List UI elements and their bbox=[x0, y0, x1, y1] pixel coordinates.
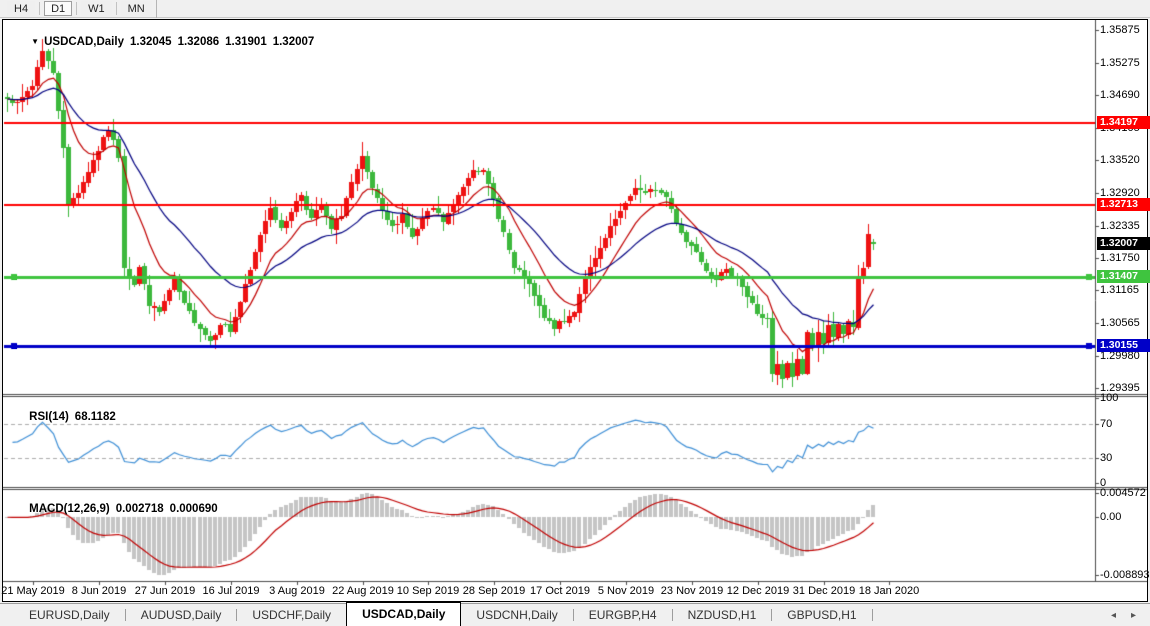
toolbar-divider bbox=[39, 2, 41, 15]
tab-divider bbox=[671, 609, 673, 621]
tab-gbpusd-h1[interactable]: GBPUSD,H1 bbox=[787, 608, 857, 622]
tab-divider bbox=[572, 609, 574, 621]
tab-eurgbp-h4[interactable]: EURGBP,H4 bbox=[588, 608, 657, 622]
toolbar-divider bbox=[115, 2, 117, 15]
tab-eurusd-daily[interactable]: EURUSD,Daily bbox=[29, 608, 110, 622]
chart-tab-bar: EURUSD,Daily AUDUSD,Daily USDCHF,Daily U… bbox=[0, 601, 1150, 626]
tab-divider bbox=[236, 609, 238, 621]
tab-usdchf-daily[interactable]: USDCHF,Daily bbox=[252, 608, 332, 622]
price-chart-canvas[interactable] bbox=[3, 20, 1147, 601]
toolbar-divider bbox=[155, 0, 157, 18]
tab-audusd-daily[interactable]: AUDUSD,Daily bbox=[140, 608, 222, 622]
tab-divider bbox=[124, 609, 126, 621]
tab-divider bbox=[871, 609, 873, 621]
tab-nzdusd-h1[interactable]: NZDUSD,H1 bbox=[687, 608, 757, 622]
tab-usdcad-daily[interactable]: USDCAD,Daily bbox=[346, 601, 462, 626]
timeframe-button-h4[interactable]: H4 bbox=[7, 1, 36, 16]
tab-usdcnh-daily[interactable]: USDCNH,Daily bbox=[476, 608, 558, 622]
timeframe-toolbar: H4 D1 W1 MN bbox=[0, 0, 1150, 18]
toolbar-divider bbox=[76, 2, 78, 15]
tab-scroll-nav: ◂ ▸ bbox=[1111, 610, 1150, 621]
timeframe-button-mn[interactable]: MN bbox=[120, 1, 152, 16]
tab-divider bbox=[771, 609, 773, 621]
timeframe-button-w1[interactable]: W1 bbox=[81, 1, 112, 16]
tabs-scroll-left-icon[interactable]: ◂ bbox=[1110, 609, 1116, 621]
tabs-scroll-right-icon[interactable]: ▸ bbox=[1130, 609, 1136, 621]
timeframe-button-d1[interactable]: D1 bbox=[44, 1, 73, 16]
